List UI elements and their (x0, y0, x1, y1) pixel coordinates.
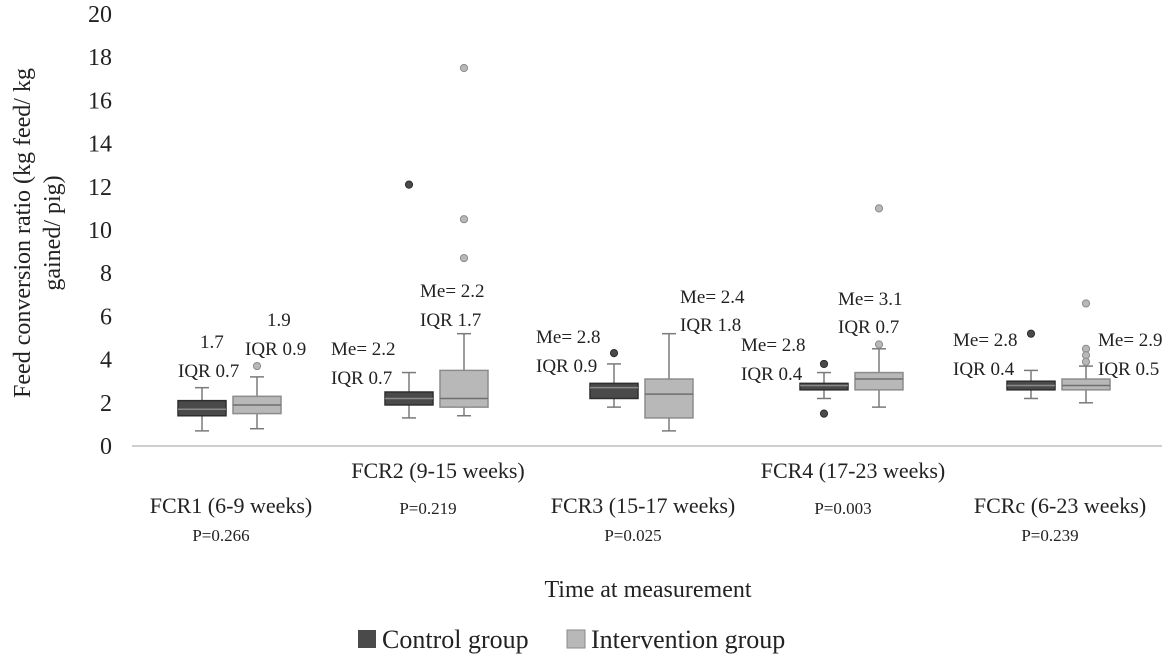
legend: Control group Intervention group (358, 625, 785, 654)
box-control-5 (1006, 329, 1056, 400)
category-label-5: FCRc (6-23 weeks) (974, 493, 1146, 518)
box-intervention-4 (854, 204, 904, 408)
outlier-point-intervention-2-2 (459, 215, 469, 224)
x-axis-title: Time at measurement (544, 577, 751, 603)
iqr-annotation-intervention-5: IQR 0.5 (1098, 359, 1159, 380)
median-iqr-annotations: 1.7 IQR 0.7 Me= 2.2 IQR 0.7 Me= 2.8 IQR 0.9 Me… (178, 281, 1163, 389)
outlier-point-intervention-2-1 (459, 63, 469, 73)
outlier-point-control-4-1 (819, 359, 829, 369)
legend-swatch-control (358, 630, 376, 648)
p-value-label-1: P=0.266 (192, 526, 249, 545)
iqr-annotation-intervention-3: IQR 1.8 (680, 315, 741, 336)
y-tick-label-12: 12 (88, 175, 112, 201)
box-iqr-intervention-5 (1061, 378, 1111, 391)
median-annotation-intervention-4: Me= 3.1 (838, 289, 903, 310)
y-axis-label-line-2: gained/ pig) (40, 175, 66, 290)
box-iqr-intervention-3 (644, 378, 694, 419)
box-control-3 (589, 349, 639, 408)
y-axis-ticks: 0 2 4 6 8 10 12 14 16 18 20 (88, 2, 112, 460)
iqr-annotation-intervention-1: IQR 0.9 (245, 339, 306, 360)
median-annotation-control-1: 1.7 (200, 332, 224, 353)
category-label-2: FCR2 (9-15 weeks) (351, 458, 525, 483)
y-tick-label-20: 20 (88, 2, 112, 28)
median-annotation-intervention-2: Me= 2.2 (420, 281, 485, 302)
y-tick-label-2: 2 (100, 391, 112, 417)
median-annotation-intervention-5: Me= 2.9 (1098, 330, 1163, 351)
y-tick-label-14: 14 (88, 132, 112, 158)
box-iqr-intervention-2 (439, 369, 489, 408)
outlier-point-intervention-5-1 (1081, 299, 1091, 308)
y-tick-label-0: 0 (100, 434, 112, 460)
median-annotation-intervention-3: Me= 2.4 (680, 287, 745, 308)
iqr-annotation-control-1: IQR 0.7 (178, 361, 239, 382)
box-iqr-intervention-4 (854, 371, 904, 391)
p-value-label-5: P=0.239 (1021, 526, 1078, 545)
outlier-point-intervention-5-4 (1081, 357, 1091, 366)
legend-swatch-intervention (566, 629, 586, 649)
outlier-point-control-5-1 (1026, 329, 1036, 338)
y-axis-label-line-1: Feed conversion ratio (kg feed/ kg (10, 68, 36, 398)
category-label-4: FCR4 (17-23 weeks) (761, 458, 946, 483)
median-annotation-intervention-1: 1.9 (267, 310, 291, 331)
outlier-point-control-4-2 (819, 409, 829, 418)
p-value-label-4: P=0.003 (814, 499, 871, 518)
iqr-annotation-intervention-2: IQR 1.7 (420, 310, 481, 331)
box-intervention-1 (232, 361, 282, 430)
box-intervention-5 (1061, 299, 1111, 404)
box-control-1 (177, 386, 227, 432)
iqr-annotation-intervention-4: IQR 0.7 (838, 317, 899, 338)
box-iqr-control-3 (589, 382, 639, 400)
y-tick-label-4: 4 (100, 348, 112, 374)
iqr-annotation-control-5: IQR 0.4 (953, 359, 1015, 380)
box-control-2 (384, 180, 434, 419)
y-tick-label-6: 6 (100, 304, 112, 330)
p-value-label-3: P=0.025 (604, 526, 661, 545)
y-tick-label-18: 18 (88, 45, 112, 71)
outlier-point-control-3-1 (609, 349, 619, 358)
y-tick-label-16: 16 (88, 88, 112, 114)
box-intervention-2 (439, 63, 489, 417)
iqr-annotation-control-2: IQR 0.7 (331, 368, 392, 389)
legend-label-intervention: Intervention group (591, 625, 785, 654)
box-plots (177, 63, 1111, 432)
y-tick-label-8: 8 (100, 261, 112, 287)
legend-label-control: Control group (382, 625, 529, 654)
median-annotation-control-2: Me= 2.2 (331, 339, 396, 360)
median-annotation-control-4: Me= 2.8 (741, 335, 806, 356)
outlier-point-control-2-1 (404, 180, 414, 189)
box-intervention-3 (644, 332, 694, 432)
box-iqr-control-4 (799, 382, 849, 391)
outlier-point-intervention-4-2 (874, 340, 884, 349)
outlier-point-intervention-2-3 (459, 253, 469, 263)
box-control-4 (799, 359, 849, 418)
category-labels: FCR1 (6-9 weeks) P=0.266 FCR2 (9-15 weeks)… (150, 458, 1146, 545)
iqr-annotation-control-3: IQR 0.9 (536, 356, 597, 377)
outlier-point-intervention-1-1 (252, 361, 262, 371)
category-label-1: FCR1 (6-9 weeks) (150, 493, 313, 518)
p-value-label-2: P=0.219 (399, 499, 456, 518)
box-iqr-control-1 (177, 399, 227, 417)
outlier-point-intervention-4-1 (874, 204, 884, 213)
median-annotation-control-3: Me= 2.8 (536, 327, 601, 348)
iqr-annotation-control-4: IQR 0.4 (741, 364, 803, 385)
category-label-3: FCR3 (15-17 weeks) (551, 493, 736, 518)
y-tick-label-10: 10 (88, 218, 112, 244)
median-annotation-control-5: Me= 2.8 (953, 330, 1018, 351)
